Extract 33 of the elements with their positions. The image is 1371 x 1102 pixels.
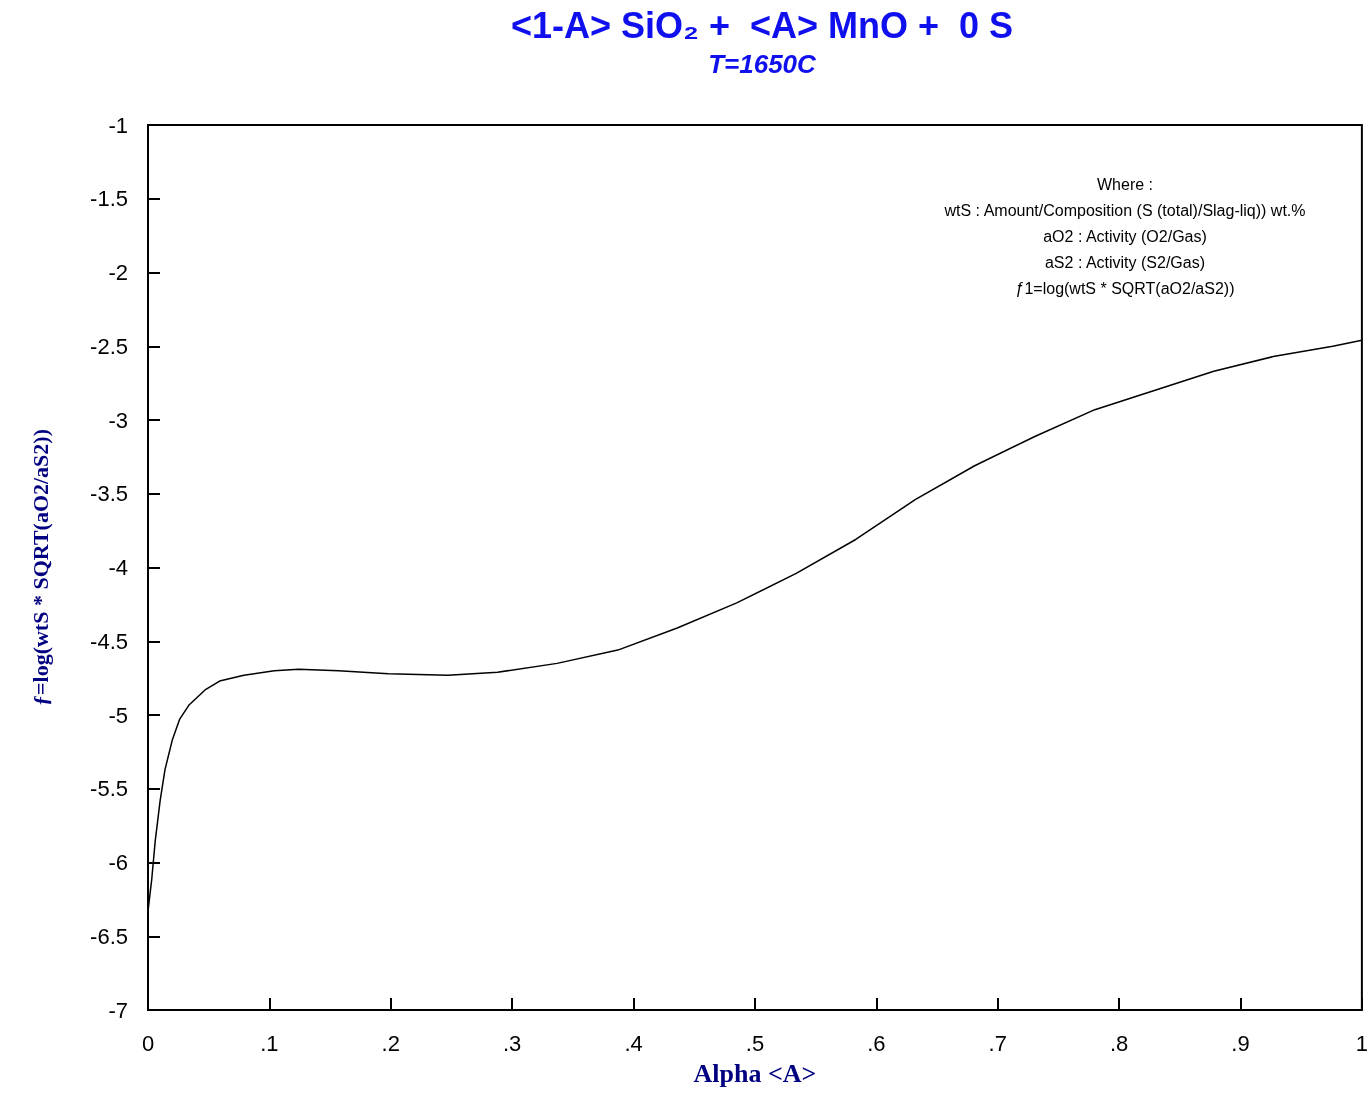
y-axis-title: ƒ=log(wtS * SQRT(aO2/aS2)) — [27, 429, 53, 706]
annotation: aO2 : Activity (O2/Gas) — [1043, 227, 1207, 245]
x-tick-label: .6 — [867, 1030, 886, 1056]
chart-subtitle: T=1650C — [708, 49, 818, 79]
annotation: aS2 : Activity (S2/Gas) — [1044, 253, 1206, 271]
y-tick-label: -3.5 — [90, 481, 128, 507]
y-tick-label: -7 — [108, 997, 128, 1023]
y-tick-label: -6.5 — [90, 923, 128, 949]
annotation: ƒ1=log(wtS * SQRT(aO2/aS2)) — [1015, 279, 1235, 297]
x-axis-title: Alpha <A> — [693, 1058, 817, 1088]
x-tick-label: 1 — [1355, 1030, 1369, 1056]
y-tick-label: -6 — [108, 850, 128, 875]
x-tick-label: .3 — [502, 1030, 522, 1056]
y-tick-label: -2.5 — [90, 333, 128, 359]
y-tick-label: -1.5 — [90, 186, 128, 212]
y-tick-label: -1 — [108, 112, 128, 138]
chart-title: <1-A> SiO₂ + <A> MnO + 0 S — [510, 4, 1014, 46]
x-tick-label: .7 — [988, 1030, 1007, 1056]
y-tick-label: -3 — [108, 407, 128, 433]
y-tick-label: -4 — [108, 555, 128, 580]
y-tick-label: -2 — [108, 260, 128, 285]
x-tick-label: .1 — [260, 1030, 279, 1056]
x-tick-label: .8 — [1109, 1030, 1129, 1056]
annotation: Where : — [1096, 175, 1154, 193]
y-tick-label: -4.5 — [90, 628, 128, 654]
y-tick-label: -5.5 — [90, 776, 128, 802]
x-tick-label: .5 — [745, 1030, 765, 1056]
x-tick-label: 0 — [141, 1030, 155, 1056]
x-tick-label: .2 — [381, 1030, 400, 1056]
annotation: wtS : Amount/Composition (S (total)/Slag-liq)) wt.% — [943, 201, 1306, 219]
x-tick-label: .4 — [624, 1030, 643, 1056]
x-tick-label: .9 — [1231, 1030, 1250, 1056]
y-tick-label: -5 — [108, 702, 128, 728]
